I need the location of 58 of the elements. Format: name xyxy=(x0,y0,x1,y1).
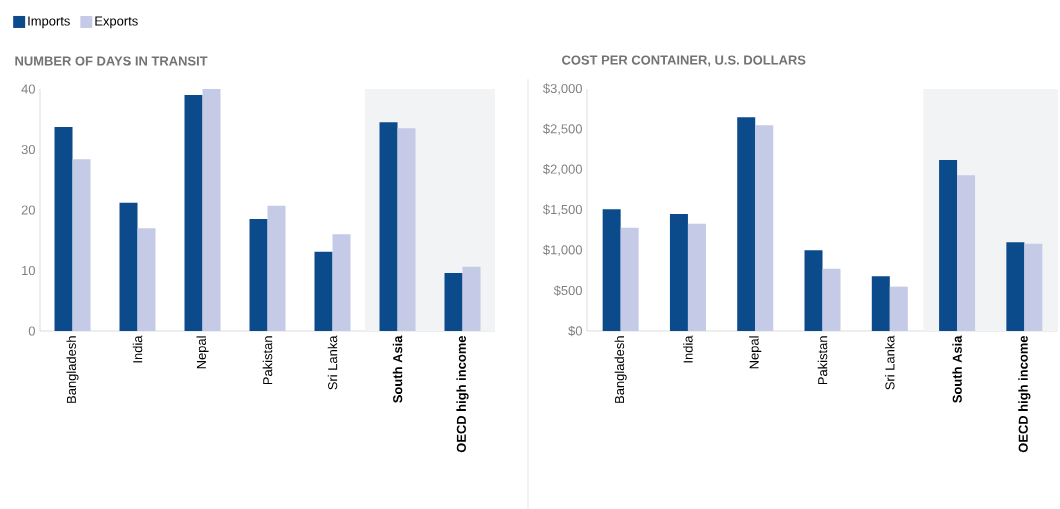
y-tick-label: $1,500 xyxy=(543,204,582,216)
x-tick-label: Sri Lanka xyxy=(885,335,895,390)
bar xyxy=(332,234,351,331)
bar xyxy=(871,276,890,331)
bar xyxy=(755,125,774,331)
bar xyxy=(119,202,138,331)
y-tick-label: 20 xyxy=(21,205,35,215)
bar xyxy=(444,272,463,331)
bar xyxy=(620,227,639,331)
legend-label: Imports xyxy=(28,16,70,29)
x-tick-label: India xyxy=(683,335,693,363)
bar xyxy=(804,250,823,331)
x-tick-label: Pakistan xyxy=(817,336,828,385)
x-tick-label: Bangladesh xyxy=(614,336,627,403)
x-tick-label: Pakistan xyxy=(262,336,273,385)
bar xyxy=(687,223,706,331)
bar xyxy=(602,209,621,331)
y-tick-label: 0 xyxy=(28,326,35,336)
bar xyxy=(137,228,156,331)
y-tick-label: $2,500 xyxy=(543,123,582,135)
legend-label: Exports xyxy=(95,16,138,29)
x-tick-label: Nepal xyxy=(749,336,762,369)
x-tick-label: Nepal xyxy=(196,336,209,369)
y-tick-label: $0 xyxy=(568,325,582,337)
y-tick-label: 40 xyxy=(21,84,35,94)
chart-title: NUMBER OF DAYS IN TRANSIT xyxy=(15,56,208,66)
bar xyxy=(72,159,91,331)
y-tick-label: 30 xyxy=(21,144,35,155)
bar xyxy=(822,268,841,331)
bar xyxy=(54,127,73,331)
bar xyxy=(737,117,756,331)
x-tick-label: OECD high income xyxy=(1018,335,1031,453)
x-tick-label: South Asia xyxy=(392,335,403,403)
x-tick-label: OECD high income xyxy=(456,335,469,453)
bar xyxy=(889,286,908,331)
bar xyxy=(462,266,481,331)
bar xyxy=(397,128,416,331)
x-tick-label: Bangladesh xyxy=(66,336,79,403)
bar xyxy=(249,219,268,331)
x-tick-label: Sri Lanka xyxy=(327,335,338,390)
bar xyxy=(669,214,688,331)
y-tick-label: 10 xyxy=(22,265,35,276)
bar xyxy=(314,251,333,331)
y-tick-label: $3,000 xyxy=(543,83,582,95)
x-tick-label: South Asia xyxy=(952,335,962,403)
bar xyxy=(379,122,398,331)
bar xyxy=(1006,242,1025,331)
y-tick-label: $500 xyxy=(553,285,582,296)
bar xyxy=(939,159,958,331)
y-tick-label: $2,000 xyxy=(543,164,582,176)
bar xyxy=(1024,243,1043,331)
bar xyxy=(202,88,221,331)
chart-title: COST PER CONTAINER, U.S. DOLLARS xyxy=(562,55,806,67)
bar xyxy=(267,205,286,331)
bar xyxy=(957,175,976,331)
x-tick-label: India xyxy=(132,335,143,363)
y-tick-label: $1,000 xyxy=(543,244,582,256)
bar xyxy=(184,95,203,331)
